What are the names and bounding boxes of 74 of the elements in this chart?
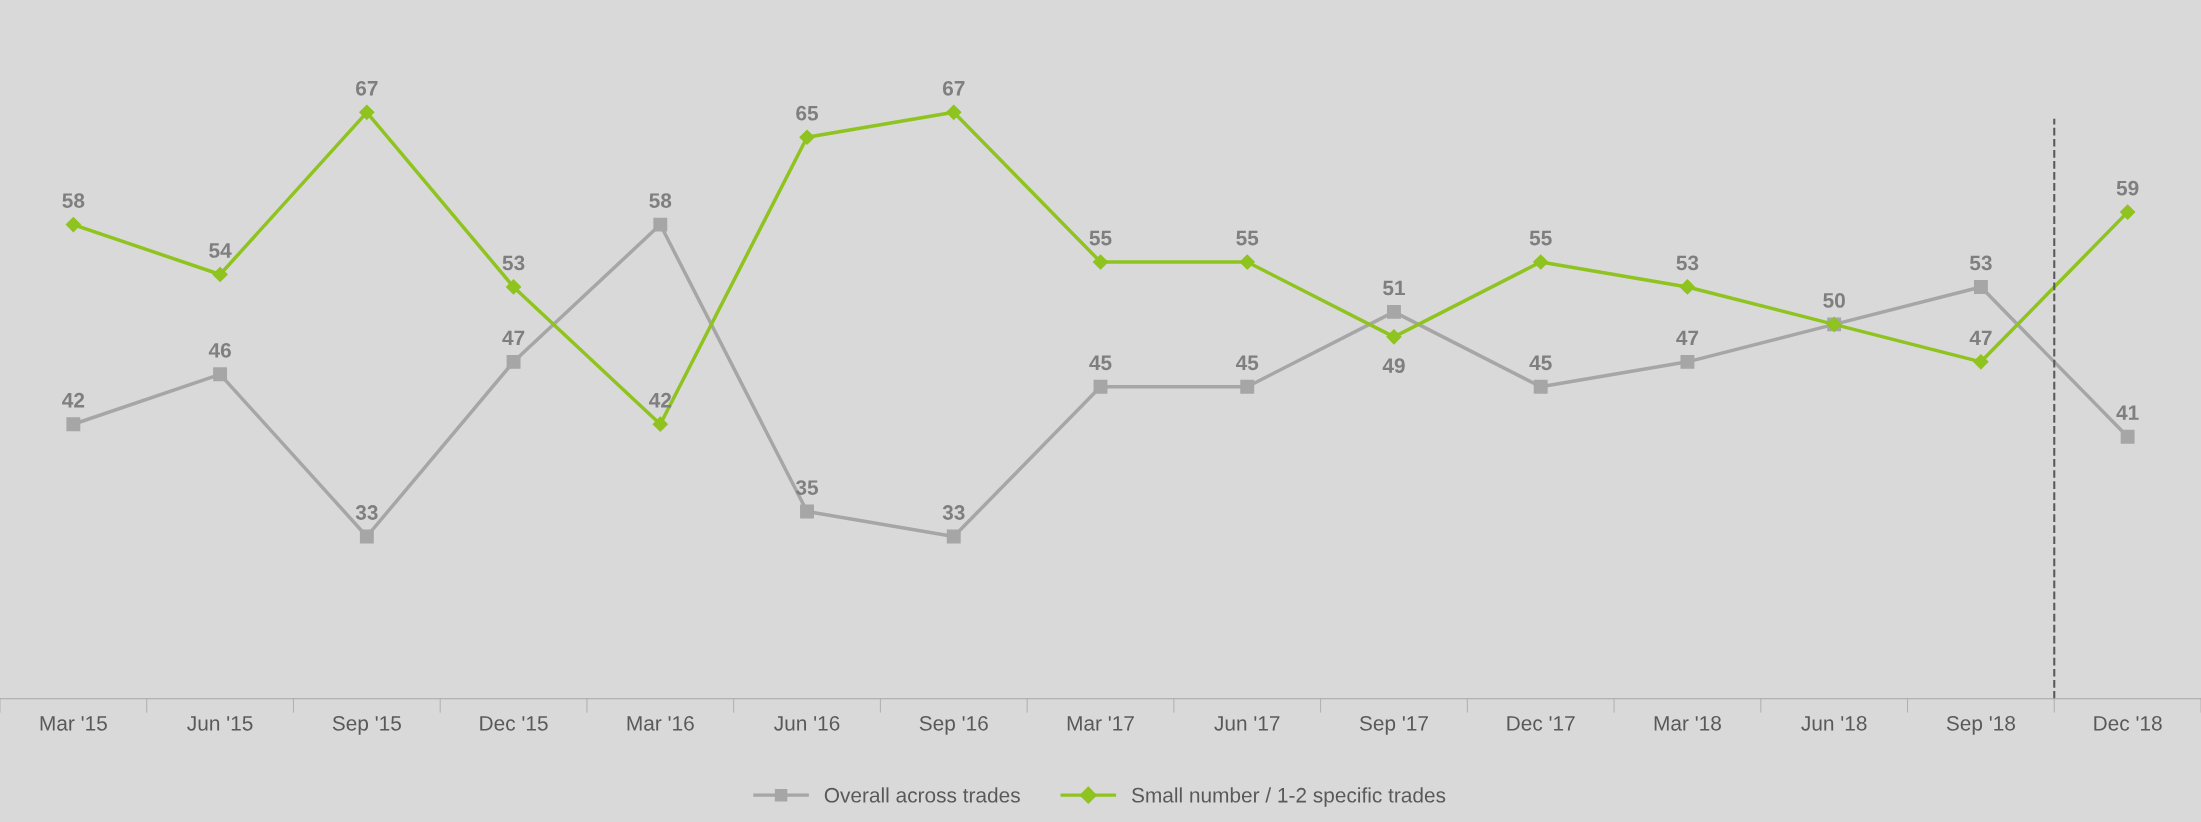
point	[653, 217, 668, 232]
point	[65, 217, 81, 233]
point	[946, 104, 962, 120]
data-label: 51	[1383, 280, 1405, 296]
x-tick-label: Sep '16	[919, 715, 988, 735]
data-label: 59	[2116, 180, 2139, 196]
data-label: 33	[355, 505, 378, 520]
legend-label: Overall across trades	[824, 787, 1020, 803]
x-tick-label: Mar '16	[627, 715, 694, 731]
data-label: 42	[62, 392, 85, 408]
point	[1973, 354, 1989, 370]
x-tick-label: Dec '17	[1507, 716, 1575, 731]
data-label: 45	[1235, 355, 1259, 371]
data-label: 47	[1676, 330, 1699, 345]
point	[800, 504, 814, 519]
point	[1973, 280, 1988, 294]
x-tick-label: Jun '15	[187, 716, 253, 731]
data-label: 42	[649, 392, 672, 408]
data-label: 47	[1969, 330, 1992, 345]
x-tick-label: Jun '16	[774, 715, 840, 731]
data-label: 53	[1676, 255, 1699, 271]
point	[1533, 379, 1548, 394]
point	[66, 417, 81, 432]
x-tick-label: Dec '15	[480, 716, 548, 731]
point	[1092, 254, 1109, 270]
point	[359, 104, 375, 120]
data-label: 67	[942, 80, 965, 96]
point	[1387, 304, 1401, 319]
point	[2120, 204, 2136, 220]
point	[1679, 279, 1696, 295]
point	[506, 354, 521, 369]
data-label: 49	[1382, 358, 1405, 374]
data-label: 55	[1236, 230, 1259, 246]
data-label: 45	[1089, 355, 1112, 371]
point	[1239, 254, 1255, 270]
x-tick-label: Mar '17	[1067, 716, 1134, 731]
point	[652, 416, 668, 432]
data-label: 46	[208, 342, 231, 358]
x-tick-label: Dec '18	[2094, 715, 2162, 731]
x-tick-label: Mar '15	[40, 716, 107, 731]
data-label: 45	[1529, 355, 1552, 371]
point	[359, 529, 374, 544]
data-label: 55	[1089, 230, 1112, 246]
x-tick-label: Jun '18	[1801, 715, 1867, 731]
x-tick-label: Jun '17	[1214, 716, 1280, 731]
point	[1240, 379, 1255, 394]
data-label: 53	[502, 255, 525, 271]
data-label: 50	[1823, 293, 1845, 308]
point	[1386, 329, 1402, 345]
data-label: 33	[942, 505, 965, 520]
point	[213, 367, 228, 382]
data-label: 54	[209, 243, 232, 258]
point	[505, 279, 522, 295]
data-label: 58	[62, 193, 85, 208]
data-label: 47	[502, 330, 525, 345]
x-tick-label: Sep '18	[1946, 715, 2015, 735]
data-label: 55	[1529, 230, 1552, 246]
point	[1680, 354, 1695, 369]
point	[1093, 379, 1108, 394]
point	[2120, 429, 2135, 444]
data-label: 58	[649, 193, 672, 208]
x-tick-label: Sep '15	[332, 715, 401, 735]
point	[946, 529, 961, 544]
point	[799, 129, 815, 145]
data-label: 53	[1969, 255, 1992, 271]
x-tick-label: Sep '17	[1359, 715, 1428, 735]
point	[1533, 254, 1549, 270]
x-tick-label: Mar '18	[1654, 715, 1721, 731]
point	[212, 266, 228, 283]
data-label: 67	[356, 80, 378, 96]
data-label: 41	[2116, 405, 2139, 420]
legend-label: Small number / 1-2 specific trades	[1131, 787, 1446, 807]
data-label: 65	[796, 105, 819, 121]
data-label: 35	[795, 480, 819, 495]
